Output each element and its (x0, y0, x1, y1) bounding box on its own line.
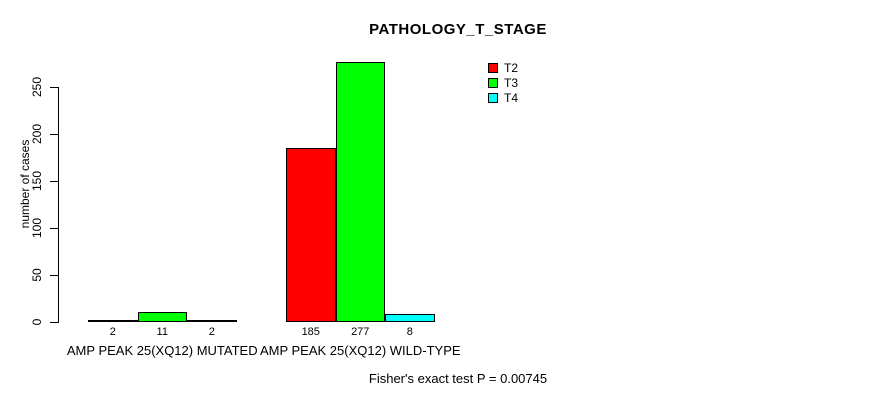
y-axis-tick (50, 134, 58, 135)
y-axis-tick (50, 228, 58, 229)
bar-value-label: 2 (109, 326, 116, 338)
y-axis-tick-label: 0 (30, 318, 44, 326)
y-axis-tick (50, 275, 58, 276)
y-axis-line (58, 87, 59, 323)
y-axis-tick (50, 87, 58, 88)
bar-value-label: 185 (301, 326, 320, 338)
bar-t2-group2 (286, 148, 336, 322)
stat-test-annotation: Fisher's exact test P = 0.00745 (368, 371, 548, 386)
legend-swatch-t2 (488, 63, 498, 73)
y-axis-tick-label: 250 (30, 76, 44, 98)
bar-value-label: 8 (406, 326, 413, 338)
legend-label-t2: T2 (504, 61, 519, 75)
bar-value-label: 277 (351, 326, 370, 338)
y-axis-tick-label: 100 (30, 217, 44, 239)
y-axis-tick-label: 50 (30, 268, 44, 282)
chart-title: PATHOLOGY_T_STAGE (369, 21, 547, 38)
y-axis-tick (50, 181, 58, 182)
bar-t4-group2 (385, 314, 435, 322)
bar-t4-group1 (187, 320, 237, 322)
bar-t3-group1 (137, 312, 187, 322)
legend-label-t4: T4 (504, 91, 519, 105)
bar-t2-group1 (88, 320, 138, 322)
legend-swatch-t4 (488, 93, 498, 103)
y-axis-tick (50, 322, 58, 323)
bar-t3-group2 (335, 62, 385, 322)
bar-value-label: 11 (156, 326, 168, 338)
y-axis-tick-label: 200 (30, 123, 44, 145)
bar-value-label: 2 (208, 326, 215, 338)
legend-swatch-t3 (488, 78, 498, 88)
x-category-label: AMP PEAK 25(XQ12) WILD-TYPE (259, 343, 461, 358)
x-category-label: AMP PEAK 25(XQ12) MUTATED (66, 343, 258, 358)
y-axis-tick-label: 150 (30, 170, 44, 192)
legend-label-t3: T3 (504, 76, 519, 90)
